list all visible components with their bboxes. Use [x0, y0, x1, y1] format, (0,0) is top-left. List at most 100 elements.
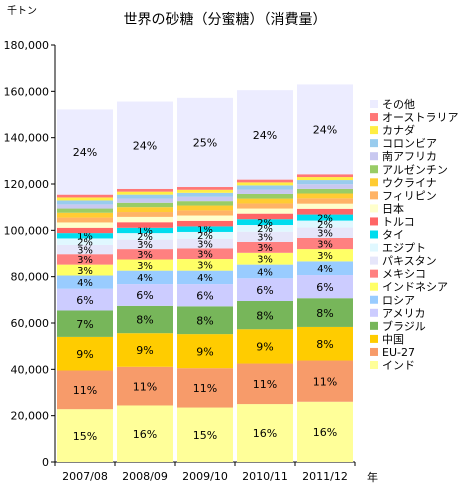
data-label: 4% — [317, 264, 333, 275]
bar-segment — [237, 203, 293, 209]
legend-item: トルコ — [382, 215, 415, 228]
data-label: 11% — [253, 378, 277, 391]
legend-item: オーストラリア — [382, 111, 458, 124]
bar-segment — [237, 90, 293, 180]
data-label: 9% — [136, 344, 153, 357]
data-label: 2% — [197, 231, 213, 242]
legend-swatch — [370, 165, 378, 174]
data-label: 4% — [137, 273, 153, 284]
bar-segment — [57, 217, 113, 223]
x-tick-label: 2008/09 — [122, 470, 168, 483]
legend: その他オーストラリアカナダコロンビア南アフリカアルゼンチンウクライナフィリピン日… — [370, 98, 458, 372]
bar-segment — [117, 207, 173, 213]
legend-swatch — [370, 256, 378, 265]
bar-segment — [57, 264, 113, 276]
bar-segment — [297, 177, 353, 181]
legend-swatch — [370, 334, 378, 343]
bar-segment — [57, 409, 113, 462]
data-label: 2% — [137, 232, 153, 243]
data-label: 3% — [137, 240, 153, 251]
data-label: 16% — [313, 426, 337, 439]
x-tick-label: 2009/10 — [182, 470, 228, 483]
legend-swatch — [370, 178, 378, 187]
legend-swatch — [370, 113, 378, 122]
bar-segment — [297, 326, 353, 361]
data-label: 1% — [137, 226, 153, 237]
x-tick-label: 2010/11 — [242, 470, 288, 483]
legend-item: パキスタン — [382, 255, 437, 268]
legend-swatch — [370, 126, 378, 135]
bar-segment — [57, 254, 113, 265]
bar-segment — [177, 270, 233, 285]
legend-swatch — [370, 139, 378, 148]
legend-swatch — [370, 295, 378, 304]
bar-segment — [237, 252, 293, 265]
bar-segment — [57, 370, 113, 410]
bar-segment — [297, 360, 353, 402]
data-label: 2% — [77, 237, 93, 248]
data-label: 3% — [77, 245, 93, 256]
data-label: 1% — [77, 232, 93, 243]
data-label: 6% — [76, 294, 93, 307]
legend-item: エジプト — [382, 242, 426, 255]
bar-segment — [237, 198, 293, 204]
bar-segment — [117, 101, 173, 189]
data-label: 16% — [133, 428, 157, 441]
bar-segment — [117, 188, 173, 192]
bar-segment — [297, 203, 353, 209]
bar-segment — [57, 194, 113, 198]
y-tick-label: 0 — [42, 456, 49, 469]
bar-segment — [117, 239, 173, 250]
data-label: 1% — [197, 225, 213, 236]
bar-segment — [237, 193, 293, 199]
legend-swatch — [370, 152, 378, 161]
legend-item: フィリピン — [382, 189, 437, 202]
bar-segment — [177, 231, 233, 239]
data-label: 9% — [256, 341, 273, 354]
data-label: 3% — [257, 243, 273, 254]
y-tick-label: 80,000 — [11, 271, 50, 284]
data-label: 4% — [257, 267, 273, 278]
legend-swatch — [370, 282, 378, 291]
bar-segment — [117, 305, 173, 334]
legend-swatch — [370, 308, 378, 317]
legend-item: 日本 — [382, 201, 404, 215]
bar-segment — [117, 270, 173, 285]
data-label: 3% — [197, 261, 213, 272]
legend-item: ロシア — [382, 294, 415, 307]
bar-segment — [237, 404, 293, 462]
data-label: 3% — [137, 250, 153, 261]
legend-item: コロンビア — [382, 137, 437, 150]
bar-segment — [177, 210, 233, 216]
bar-segment — [117, 259, 173, 271]
bar-segment — [177, 226, 233, 232]
bar-segment — [297, 184, 353, 189]
data-label: 11% — [73, 384, 97, 397]
y-tick-label: 40,000 — [11, 363, 50, 376]
bar-segment — [177, 189, 233, 193]
x-tick-label: 2011/12 — [302, 470, 348, 483]
bar-segment — [57, 336, 113, 371]
legend-item: インド — [382, 359, 415, 372]
bar-segment — [237, 185, 293, 190]
data-label: 3% — [197, 250, 213, 261]
bar-segment — [297, 227, 353, 238]
bar-segment — [57, 212, 113, 218]
legend-swatch — [370, 100, 378, 108]
legend-swatch — [370, 321, 378, 330]
y-tick-label: 180,000 — [4, 39, 50, 52]
data-label: 24% — [253, 129, 277, 142]
bar-segment — [57, 227, 113, 234]
bar-segment — [297, 198, 353, 204]
bar-segment — [237, 179, 293, 183]
bar-segment — [117, 191, 173, 195]
bar-segment — [297, 401, 353, 462]
y-tick-label: 20,000 — [11, 410, 50, 423]
data-label: 6% — [136, 289, 153, 302]
bar-segment — [297, 188, 353, 194]
bar-segment — [117, 202, 173, 208]
bar-segment — [57, 310, 113, 337]
data-label: 6% — [196, 289, 213, 302]
bar-segment — [117, 194, 173, 199]
